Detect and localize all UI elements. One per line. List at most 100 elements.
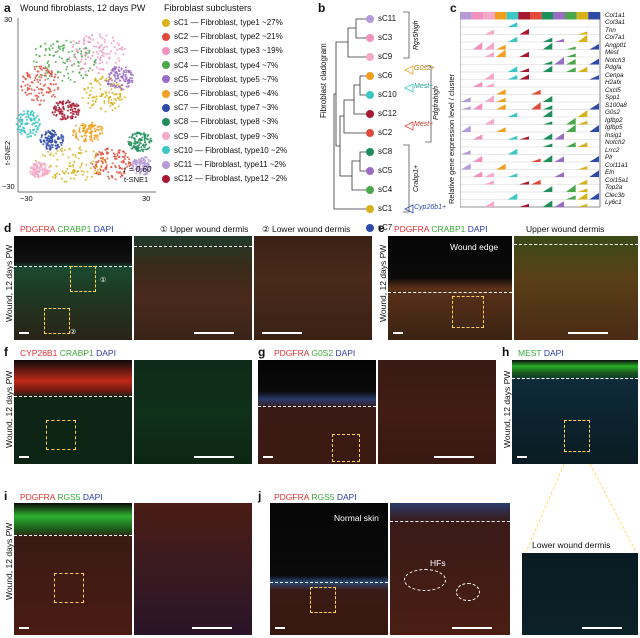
tsne-cell-dot	[87, 56, 90, 59]
gene-label: Cxcl5	[605, 86, 621, 94]
tsne-cell-dot	[53, 174, 56, 176]
tsne-cell-dot	[57, 46, 60, 49]
tsne-cell-dot	[82, 37, 85, 40]
tsne-cell-dot	[120, 89, 123, 92]
tsne-cell-dot	[118, 73, 121, 76]
tsne-cell-dot	[54, 111, 56, 113]
tsne-cell-dot	[55, 83, 57, 86]
expression-wedge	[566, 67, 576, 72]
tsne-cell-dot	[145, 164, 148, 167]
cluster-header-bar	[588, 12, 600, 20]
gene-label: Col1a1	[605, 11, 625, 19]
tsne-cell-dot	[93, 156, 96, 159]
tsne-cell-dot	[147, 164, 150, 166]
micrograph-i-overview	[14, 503, 132, 635]
tsne-cell-dot	[62, 49, 65, 52]
tsne-cell-dot	[80, 54, 83, 57]
tsne-cell-dot	[113, 46, 116, 49]
tsne-cell-dot	[89, 67, 92, 70]
tsne-cell-dot	[75, 113, 78, 116]
tsne-cell-dot	[28, 135, 30, 138]
gene-label: Lrrc2	[605, 146, 620, 154]
tsne-cell-dot	[115, 70, 118, 73]
cluster-header-bar	[530, 12, 542, 20]
expression-wedge	[554, 172, 564, 177]
expression-wedge	[507, 173, 518, 177]
tsne-cell-dot	[119, 98, 121, 101]
tsne-cell-dot	[149, 160, 152, 162]
tsne-cell-dot	[135, 131, 138, 134]
tsne-cell-dot	[36, 126, 39, 129]
expression-wedge	[496, 104, 506, 110]
tsne-cell-dot	[135, 145, 138, 148]
tsne-cell-dot	[19, 113, 22, 116]
tsne-cell-dot	[117, 156, 120, 159]
tsne-cell-dot	[133, 132, 136, 135]
tsne-cell-dot	[82, 170, 85, 173]
tsne-cell-dot	[73, 130, 76, 133]
tsne-cell-dot	[120, 172, 123, 175]
tsne-cell-dot	[149, 137, 152, 140]
expression-wedge	[566, 53, 576, 57]
tsne-cell-dot	[78, 126, 81, 129]
cluster-header-bar	[460, 12, 472, 20]
tsne-cell-dot	[111, 36, 114, 39]
tsne-cell-dot	[87, 86, 90, 89]
box-label-2: ②	[70, 329, 77, 336]
panel-j-inset-text: Normal skin	[334, 513, 379, 523]
tsne-cell-dot	[98, 82, 101, 84]
tsne-cell-dot	[36, 121, 39, 124]
tsne-cell-dot	[110, 166, 113, 168]
tsne-cell-dot	[25, 94, 28, 96]
tsne-ytick-top: 30	[4, 15, 13, 24]
tsne-cell-dot	[38, 92, 40, 95]
tsne-cell-dot	[36, 99, 39, 102]
expression-wedge	[472, 103, 483, 110]
tsne-cell-dot	[66, 115, 69, 118]
tsne-cell-dot	[144, 173, 147, 176]
tsne-cell-dot	[51, 138, 54, 141]
tsne-cell-dot	[36, 78, 39, 81]
tsne-cell-dot	[107, 99, 110, 102]
expression-wedge	[507, 148, 518, 155]
tsne-cell-dot	[123, 96, 126, 99]
tsne-cell-dot	[89, 167, 92, 170]
tsne-cell-dot	[118, 59, 121, 62]
expression-wedge	[566, 124, 576, 132]
annot-mest-c2: Mest+	[414, 121, 434, 128]
tsne-cell-dot	[26, 83, 29, 86]
tsne-cell-dot	[138, 158, 140, 161]
tsne-cell-dot	[78, 147, 81, 150]
tsne-cell-dot	[125, 163, 127, 165]
tsne-cell-dot	[81, 122, 84, 125]
tsne-cell-dot	[126, 165, 129, 168]
tsne-cell-dot	[98, 150, 101, 153]
gene-label: Angptl1	[605, 41, 627, 49]
tsne-cell-dot	[75, 58, 78, 61]
tsne-cell-dot	[139, 172, 141, 175]
expression-wedge	[472, 81, 483, 87]
expression-wedge	[472, 155, 483, 162]
tsne-cell-dot	[86, 52, 88, 55]
tsne-cell-dot	[90, 130, 93, 133]
tsne-cell-dot	[75, 50, 78, 52]
tsne-cell-dot	[61, 57, 63, 60]
tsne-cell-dot	[72, 130, 75, 133]
expression-wedge	[542, 95, 553, 102]
expression-wedge	[484, 52, 494, 57]
tsne-cell-dot	[143, 137, 146, 140]
tsne-cell-dot	[35, 130, 38, 133]
panel-a-legend-title: Fibroblast subclusters	[164, 3, 252, 13]
tsne-cell-dot	[89, 89, 92, 92]
expression-wedge	[542, 61, 553, 65]
tsne-cell-dot	[116, 152, 119, 155]
tsne-cell-dot	[62, 136, 65, 139]
tsne-cell-dot	[92, 51, 95, 54]
tsne-cell-dot	[111, 109, 114, 112]
tsne-cell-dot	[53, 79, 55, 82]
gene-label: Igfbp2	[605, 116, 623, 124]
tsne-cell-dot	[99, 45, 101, 48]
tsne-cell-dot	[73, 161, 76, 163]
tsne-cell-dot	[101, 37, 104, 40]
tsne-cell-dot	[27, 110, 30, 113]
